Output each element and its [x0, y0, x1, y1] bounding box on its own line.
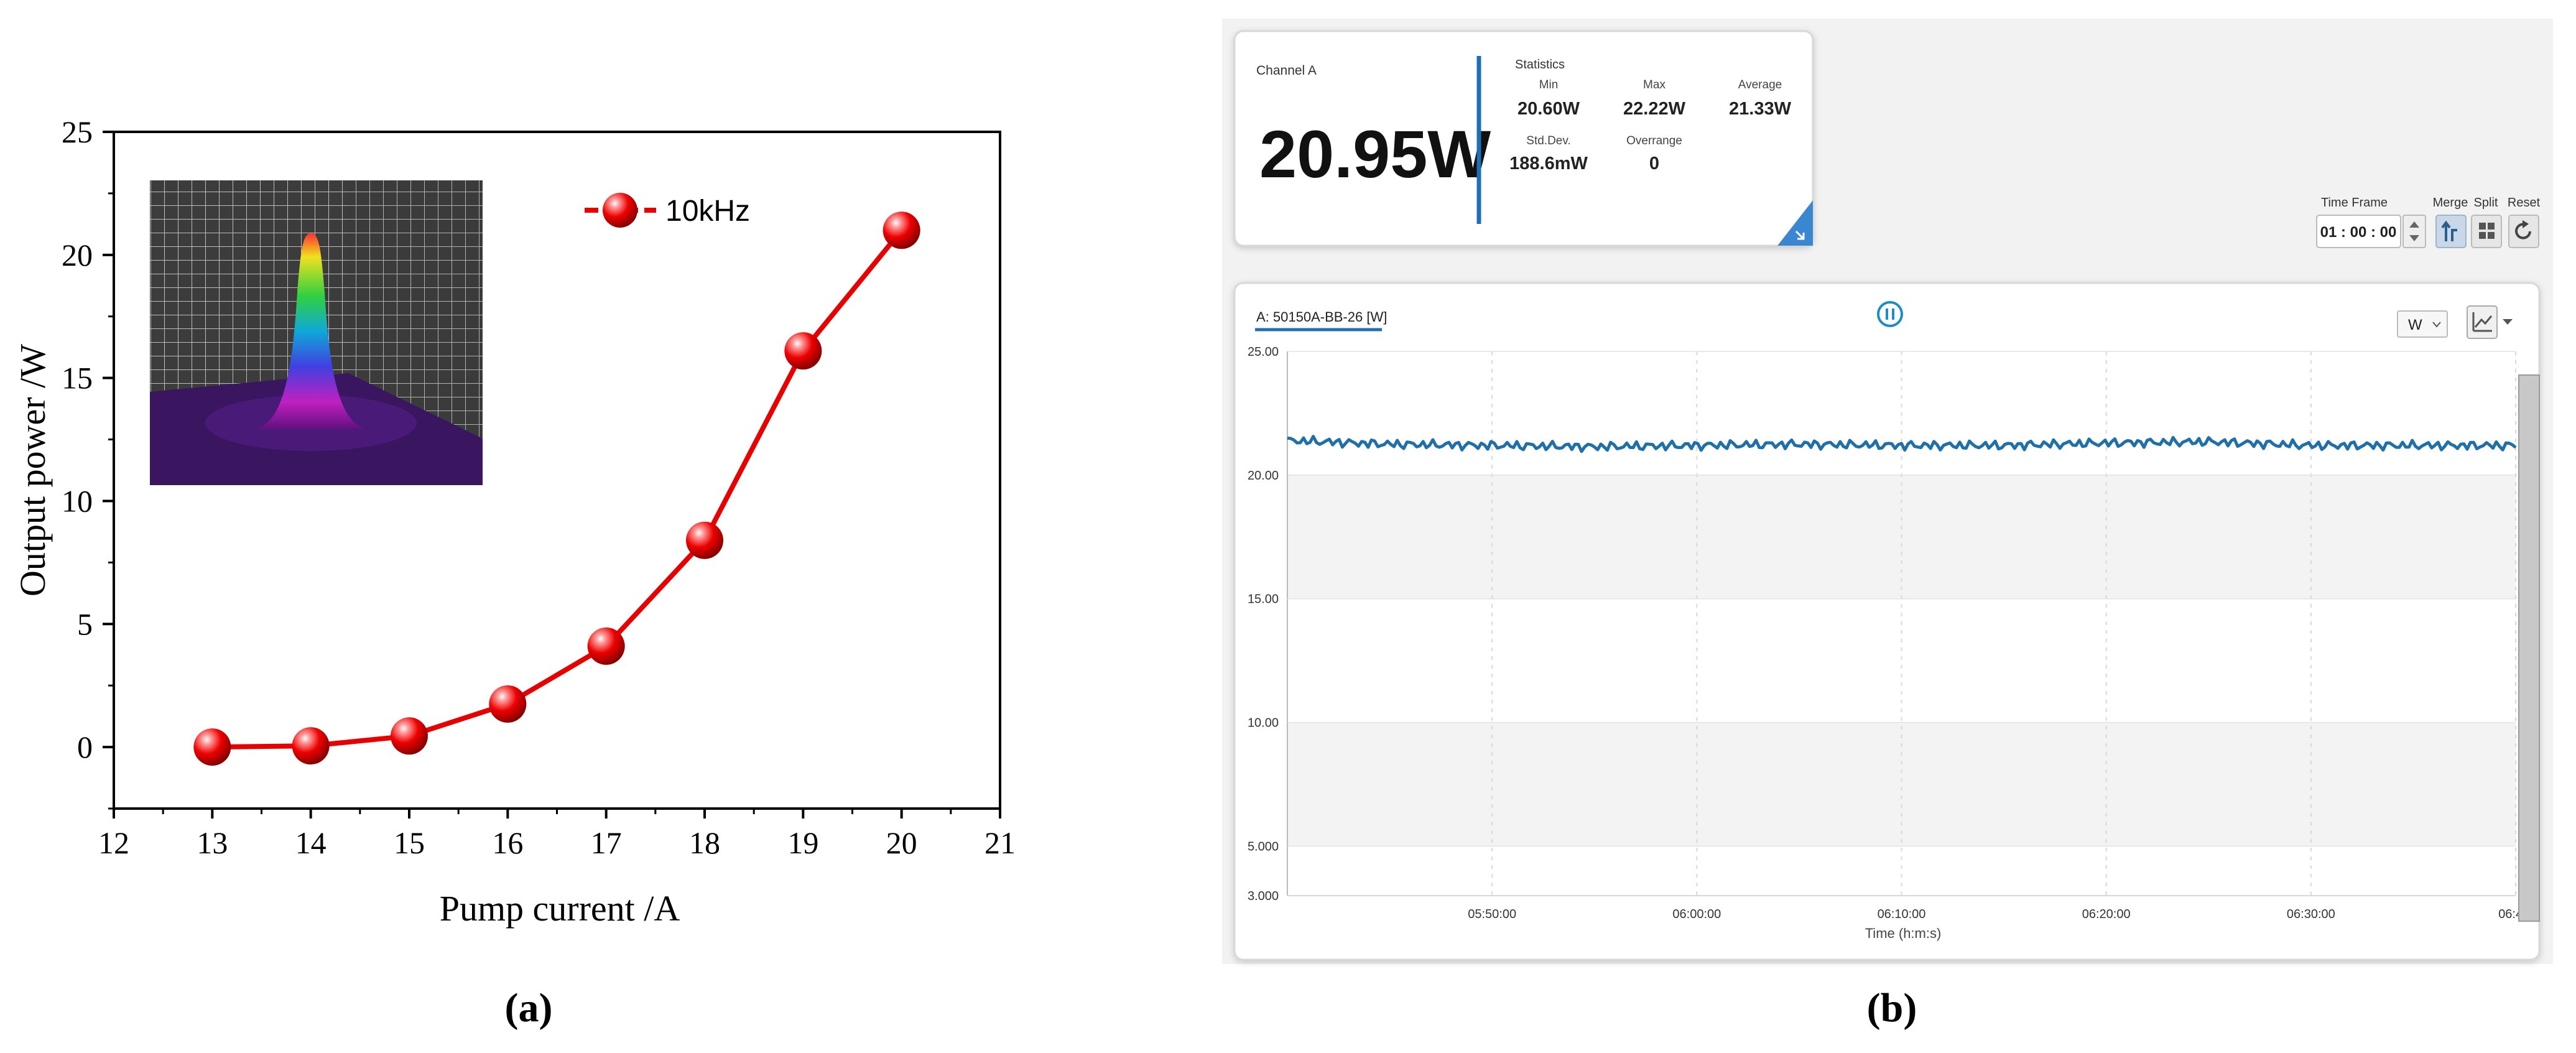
y-tick-label: 15 — [62, 361, 93, 396]
x-tick-label: 12 — [98, 825, 129, 860]
time-frame-stepper[interactable] — [2402, 215, 2426, 248]
channel-card[interactable]: Channel A 20.95W Statistics Min 20.60W M… — [1233, 30, 1814, 247]
line-chart-icon — [2472, 312, 2493, 332]
x-tick-label: 19 — [787, 825, 818, 860]
data-point — [489, 685, 527, 723]
time-frame-input[interactable] — [2316, 215, 2401, 248]
x-tick-label: 15 — [394, 825, 425, 860]
stat-min-label: Min — [1539, 78, 1559, 91]
y-tick-label: 25 — [62, 114, 93, 149]
y-tick-label: 20.00 — [1248, 469, 1279, 483]
split-label: Split — [2474, 196, 2498, 210]
stat-stddev-value: 188.6mW — [1509, 154, 1588, 174]
x-tick-label: 06:20:00 — [2082, 907, 2131, 921]
plot-band — [1287, 722, 2516, 847]
x-tick-label: 21 — [985, 825, 1016, 860]
series-line — [1287, 435, 2517, 453]
merge-label: Merge — [2433, 196, 2468, 210]
y-axis-ticks: 0 5 10 15 20 25 — [62, 114, 114, 810]
panel-a-caption: (a) — [505, 985, 553, 1031]
x-tick-label: 20 — [886, 825, 917, 860]
y-axis-label: Output power /W — [12, 344, 53, 596]
x-tick-label: 06:00:00 — [1672, 907, 1721, 921]
x-tick-label: 18 — [689, 825, 720, 860]
controls: Time Frame 01 : 00 : 00 Merge Split Rese… — [2316, 196, 2541, 248]
x-axis-label: Pump current /A — [440, 888, 680, 929]
chart-type-dropdown-icon[interactable] — [2503, 319, 2513, 325]
stat-stddev-label: Std.Dev. — [1526, 134, 1570, 147]
power-trace — [1287, 435, 2517, 453]
y-tick-label: 3.000 — [1248, 889, 1279, 903]
stat-average-label: Average — [1738, 78, 1782, 91]
x-tick-label: 17 — [591, 825, 622, 860]
x-axis-ticks: 12 13 14 15 16 17 18 19 20 21 — [98, 809, 1016, 860]
stat-average-value: 21.33W — [1729, 99, 1792, 119]
inset-beam-profile-image — [150, 180, 483, 485]
panel-b: Channel A 20.95W Statistics Min 20.60W M… — [1222, 19, 2553, 1031]
y-tick-label: 5 — [77, 606, 93, 641]
y-tick-label: 20 — [62, 238, 93, 272]
y-tick-label: 10.00 — [1248, 717, 1279, 730]
x-tick-label: 06:10:00 — [1878, 907, 1926, 921]
y-axis-ticks: 25.00 20.00 15.00 10.00 5.000 3.000 — [1248, 345, 2516, 903]
stat-max-value: 22.22W — [1623, 99, 1686, 119]
channel-tab[interactable]: A: 50150A-BB-26 [W] — [1256, 309, 1387, 325]
y-tick-label: 25.00 — [1248, 345, 1279, 359]
series-10khz — [193, 211, 920, 766]
x-tick-label: 16 — [492, 825, 523, 860]
expand-arrow-icon — [1795, 230, 1805, 240]
y-tick-label: 0 — [77, 730, 93, 764]
power-reading: 20.95W — [1259, 116, 1491, 192]
unit-select[interactable]: W — [2397, 310, 2448, 338]
data-point — [883, 211, 920, 249]
data-point — [292, 727, 330, 765]
x-tick-label: 05:50:00 — [1468, 907, 1516, 921]
chart-type-button[interactable] — [2467, 305, 2498, 339]
time-frame-label: Time Frame — [2321, 196, 2388, 210]
legend: 10kHz — [585, 193, 750, 228]
pause-button[interactable] — [1877, 301, 1903, 327]
x-tick-label: 13 — [197, 825, 228, 860]
split-button[interactable] — [2471, 215, 2502, 248]
stat-min-value: 20.60W — [1517, 99, 1580, 119]
data-point — [193, 728, 231, 766]
reset-button[interactable] — [2508, 215, 2539, 248]
vertical-scrollbar[interactable] — [2518, 374, 2540, 922]
legend-marker — [603, 193, 637, 228]
chevron-down-icon — [2432, 322, 2441, 328]
y-tick-label: 15.00 — [1248, 593, 1279, 606]
time-frame-value: 01 : 00 : 00 — [2320, 224, 2397, 241]
data-point — [391, 717, 428, 755]
x-axis-ticks: 05:50:00 06:00:00 06:10:00 06:20:00 06:30:00… — [1468, 907, 2533, 921]
legend-label: 10kHz — [665, 195, 750, 228]
y-tick-label: 5.000 — [1248, 840, 1279, 853]
reset-label: Reset — [2508, 196, 2541, 210]
data-point — [587, 627, 625, 665]
panel-a: 12 13 14 15 16 17 18 19 20 21 0 5 10 15 20 25 Pump cur… — [12, 114, 1016, 1031]
unit-select-value: W — [2408, 317, 2422, 333]
stat-overrange-label: Overrange — [1626, 134, 1682, 147]
data-point — [784, 332, 822, 370]
merge-icon — [2441, 220, 2457, 241]
y-tick-label: 10 — [62, 483, 93, 518]
x-axis-label: Time (h:m:s) — [1865, 925, 1942, 941]
reset-icon — [2515, 223, 2531, 239]
merge-button[interactable] — [2435, 215, 2467, 248]
statistics-label: Statistics — [1515, 58, 1565, 72]
x-tick-label: 06:30:00 — [2287, 907, 2335, 921]
stat-overrange-value: 0 — [1649, 154, 1659, 174]
stat-max-label: Max — [1643, 78, 1666, 91]
x-tick-label: 14 — [295, 825, 327, 860]
panel-b-caption: (b) — [1867, 985, 1917, 1031]
channel-label: Channel A — [1256, 63, 1317, 78]
split-icon — [2479, 223, 2495, 239]
pause-icon — [1886, 308, 1888, 320]
data-point — [686, 521, 723, 559]
